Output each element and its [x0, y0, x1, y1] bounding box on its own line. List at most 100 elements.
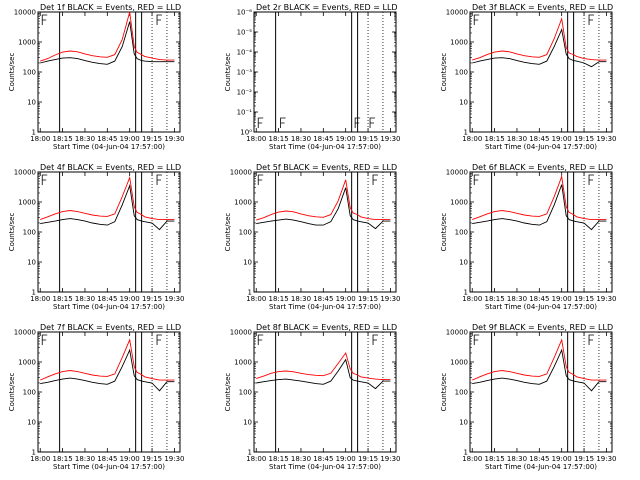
x-tick-label: 19:15	[358, 295, 378, 303]
det-6f-panel: Det 6f BLACK = Events, RED = LLD 1 10 100 10…	[440, 163, 617, 311]
y-axis-label: Counts/sec	[440, 53, 448, 92]
x-tick-label: 19:30	[164, 295, 184, 303]
panel-title: Det 2r BLACK = Events, RED = LLD	[256, 3, 398, 12]
y-tick-label: 100	[455, 229, 468, 237]
x-tick-label: 19:15	[358, 135, 378, 143]
x-tick-label: 18:30	[291, 295, 311, 303]
y-axis-label: Counts/sec	[8, 53, 16, 92]
y-tick-label: 1	[248, 449, 252, 457]
y-tick-label: 100	[23, 389, 36, 397]
x-tick-label: 19:00	[552, 455, 572, 463]
y-tick-label: 10	[243, 419, 252, 427]
y-tick-label: 10⁻¹	[237, 109, 253, 117]
x-axis-label: Start Time (04-Jun-04 17:57:00)	[485, 463, 597, 471]
det-3f-panel: Det 3f BLACK = Events, RED = LLD 1 10 100 10…	[440, 3, 617, 151]
x-axis-label: Start Time (04-Jun-04 17:57:00)	[269, 463, 381, 471]
y-tick-label: 10000	[446, 9, 468, 17]
det-5f-panel: Det 5f BLACK = Events, RED = LLD 1 10 100 10…	[224, 163, 401, 311]
y-tick-label: 10000	[230, 329, 252, 337]
y-axis-label: Counts/sec	[440, 373, 448, 412]
y-tick-label: 1000	[18, 199, 36, 207]
x-tick-label: 19:15	[142, 455, 162, 463]
x-tick-label: 18:45	[97, 135, 117, 143]
y-tick-label: 1000	[450, 39, 468, 47]
flag-mark	[372, 334, 379, 345]
flag-mark	[156, 14, 163, 25]
x-tick-label: 18:15	[53, 455, 73, 463]
y-tick-label: 1000	[234, 359, 252, 367]
y-tick-label: 10000	[446, 169, 468, 177]
x-tick-label: 18:00	[246, 135, 266, 143]
x-tick-label: 18:15	[269, 455, 289, 463]
x-tick-label: 18:00	[246, 295, 266, 303]
y-tick-label: 1000	[450, 199, 468, 207]
x-tick-label: 19:00	[552, 135, 572, 143]
x-tick-label: 18:15	[485, 455, 505, 463]
x-tick-label: 19:30	[164, 135, 184, 143]
y-tick-label: 100	[455, 389, 468, 397]
y-tick-label: 10000	[14, 329, 36, 337]
y-tick-label: 10⁰	[240, 129, 252, 137]
x-tick-label: 19:00	[336, 455, 356, 463]
x-tick-label: 18:45	[529, 455, 549, 463]
x-axis-label: Start Time (04-Jun-04 17:57:00)	[485, 303, 597, 311]
y-tick-label: 10000	[14, 169, 36, 177]
x-tick-label: 18:00	[30, 455, 50, 463]
x-tick-label: 19:15	[574, 295, 594, 303]
x-tick-label: 19:15	[142, 135, 162, 143]
y-tick-label: 1	[464, 449, 468, 457]
y-tick-label: 10⁻⁴	[237, 49, 253, 57]
y-tick-label: 100	[239, 229, 252, 237]
x-axis-label: Start Time (04-Jun-04 17:57:00)	[269, 303, 381, 311]
det-1f-panel: Det 1f BLACK = Events, RED = LLD 1 10 100 10…	[8, 3, 185, 151]
x-tick-label: 18:00	[462, 455, 482, 463]
x-axis-label: Start Time (04-Jun-04 17:57:00)	[53, 143, 165, 151]
det-4f-panel: Det 4f BLACK = Events, RED = LLD 1 10 100 10…	[8, 163, 185, 311]
x-tick-label: 19:30	[164, 455, 184, 463]
y-tick-label: 10⁻³	[237, 69, 253, 77]
y-tick-label: 1	[32, 129, 36, 137]
flag-mark	[257, 117, 264, 128]
x-tick-label: 18:45	[313, 295, 333, 303]
panel-title: Det 3f BLACK = Events, RED = LLD	[472, 3, 613, 12]
x-tick-label: 18:15	[269, 295, 289, 303]
x-tick-label: 18:45	[97, 295, 117, 303]
x-tick-label: 18:30	[291, 135, 311, 143]
det-7f-panel: Det 7f BLACK = Events, RED = LLD 1 10 100 10…	[8, 323, 185, 471]
x-tick-label: 18:30	[75, 135, 95, 143]
y-axis-label: Counts/sec	[440, 213, 448, 252]
y-tick-label: 1	[32, 449, 36, 457]
x-tick-label: 19:00	[120, 455, 140, 463]
y-tick-label: 1000	[234, 199, 252, 207]
flag-mark	[372, 174, 379, 185]
x-tick-label: 18:00	[30, 135, 50, 143]
lld-series-line	[40, 338, 175, 381]
panel-title: Det 8f BLACK = Events, RED = LLD	[256, 323, 397, 332]
events-series-line	[472, 184, 607, 231]
flag-mark	[156, 174, 163, 185]
panel-title: Det 1f BLACK = Events, RED = LLD	[40, 3, 181, 12]
y-axis-label: Counts/sec	[224, 213, 232, 252]
x-tick-label: 19:30	[596, 455, 616, 463]
lld-series-line	[472, 16, 607, 61]
y-axis-label: Counts/sec	[8, 373, 16, 412]
x-tick-label: 18:15	[269, 135, 289, 143]
x-tick-label: 19:15	[358, 455, 378, 463]
x-tick-label: 18:00	[246, 455, 266, 463]
events-series-line	[40, 348, 175, 392]
x-tick-label: 19:30	[596, 135, 616, 143]
flag-mark	[473, 14, 480, 25]
y-tick-label: 10000	[446, 329, 468, 337]
x-axis-label: Start Time (04-Jun-04 17:57:00)	[269, 143, 381, 151]
flag-mark	[280, 117, 286, 128]
x-tick-label: 18:45	[97, 455, 117, 463]
x-tick-label: 19:15	[574, 455, 594, 463]
x-tick-label: 19:30	[596, 295, 616, 303]
x-tick-label: 19:00	[120, 135, 140, 143]
y-tick-label: 10000	[14, 9, 36, 17]
x-tick-label: 18:45	[529, 295, 549, 303]
x-axis-label: Start Time (04-Jun-04 17:57:00)	[53, 303, 165, 311]
flag-mark	[156, 334, 163, 345]
lld-series-line	[256, 351, 391, 381]
x-tick-label: 19:00	[552, 295, 572, 303]
